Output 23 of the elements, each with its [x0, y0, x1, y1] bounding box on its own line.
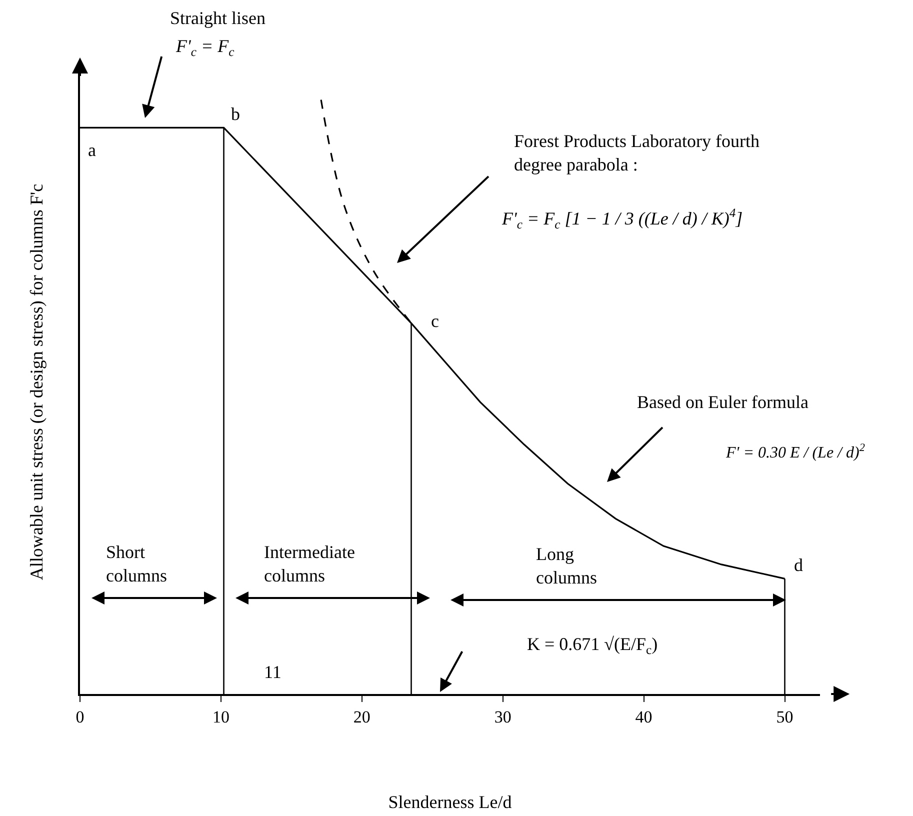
text: Straight lisen — [170, 8, 266, 28]
annotation: a — [88, 140, 96, 160]
x-tick-label: 10 — [212, 707, 230, 726]
annotation: c — [431, 311, 439, 331]
x-tick-label: 30 — [494, 707, 512, 726]
annotation: d — [794, 555, 803, 575]
x-tick-label: 20 — [353, 707, 370, 726]
annotation: Based on Euler formula — [637, 392, 808, 412]
x-tick-label: 40 — [635, 707, 652, 726]
x-axis-title: Slenderness Le/d — [388, 792, 512, 812]
annotation: Forest Products Laboratory fourth degree parabola : — [514, 131, 760, 174]
annotation: F'$_{c}$ = F$_{c}$ [1 − 1 / 3 ((Le / d) / K)$^{4}$] — [501, 206, 743, 232]
annotation: 11 — [264, 662, 282, 682]
annotation: Intermediate columns — [264, 542, 355, 586]
annotation: Short columns — [106, 542, 167, 586]
text: F'$_{c}$ = F$_{c}$ — [175, 36, 235, 59]
x-tick-label: 0 — [76, 707, 84, 726]
y-axis-title: Allowable unit stress (or design stress) for columns F'c — [26, 184, 47, 580]
annotation: K = 0.671 √(E/F$_{c}$) — [527, 634, 658, 657]
x-tick-label: 50 — [776, 707, 794, 726]
annotation: b — [231, 104, 240, 124]
annotation: Long columns — [536, 544, 597, 588]
annotation: F' = 0.30 E / (Le / d)$^{2}$ — [725, 442, 866, 462]
